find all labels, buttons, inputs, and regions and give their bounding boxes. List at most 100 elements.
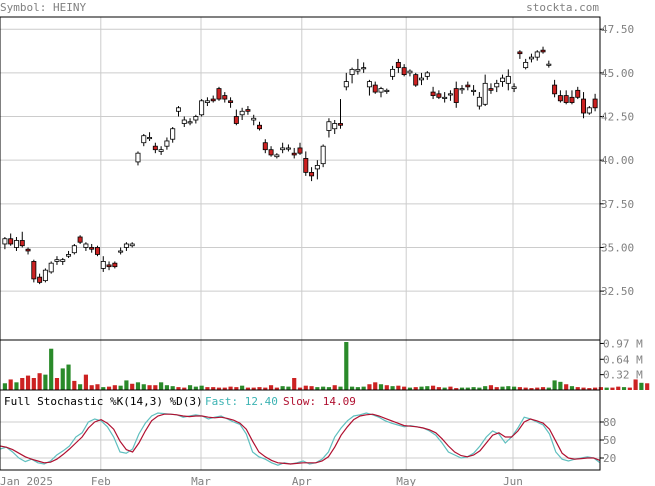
candle-body	[129, 243, 135, 247]
candle-body	[262, 142, 268, 151]
volume-bar	[60, 368, 65, 390]
volume-bar	[396, 385, 401, 390]
candle-body	[581, 98, 587, 114]
volume-bar	[506, 386, 511, 390]
candle-body	[210, 98, 216, 102]
candle-body	[164, 140, 170, 147]
candle-body	[187, 121, 193, 124]
candle-body	[71, 245, 77, 254]
volume-bar	[147, 385, 152, 390]
volume-bar	[552, 380, 557, 390]
volume-bar	[349, 386, 355, 390]
volume-bar	[118, 385, 123, 390]
candle-body	[193, 116, 199, 121]
candle-body	[268, 149, 274, 156]
candle-body	[320, 145, 326, 165]
candle-body	[48, 262, 54, 273]
candle-body	[552, 84, 558, 95]
price-tick-label: 40.00	[601, 154, 634, 167]
volume-bar	[315, 387, 320, 390]
volume-bar	[355, 387, 360, 390]
candle-body	[517, 51, 523, 55]
volume-bar	[442, 387, 447, 390]
volume-bar	[112, 385, 117, 390]
volume-bars	[2, 342, 650, 390]
volume-bar	[367, 384, 372, 390]
candle-body	[355, 68, 361, 72]
candle-body	[280, 147, 286, 151]
price-tick-label: 37.50	[601, 198, 634, 211]
volume-bar	[72, 380, 77, 390]
volume-bar	[251, 387, 256, 390]
volume-bar	[187, 385, 193, 390]
volume-bar	[326, 387, 332, 390]
volume-tick-label: 0.97 M	[603, 337, 643, 350]
candle-body	[54, 259, 60, 262]
candle-body	[378, 88, 384, 93]
volume-bar	[66, 364, 71, 390]
volume-bar	[106, 386, 112, 390]
volume-bar	[182, 387, 187, 390]
volume-bar	[309, 386, 314, 390]
candle-body	[407, 70, 413, 74]
volume-bar	[436, 387, 441, 390]
volume-bar	[471, 387, 476, 390]
candle-body	[89, 247, 95, 250]
volume-bar	[477, 387, 482, 390]
candle-body	[8, 238, 14, 245]
stochastic-panel-border	[0, 389, 601, 471]
candle-body	[442, 96, 448, 99]
volume-bar	[54, 378, 60, 390]
volume-bar	[645, 383, 650, 390]
volume-bar	[8, 379, 13, 390]
candle-body	[19, 240, 25, 247]
volume-bar	[216, 387, 222, 390]
volume-bar	[49, 348, 54, 390]
volume-bar	[459, 387, 465, 390]
volume-bar	[540, 387, 546, 390]
candle-body	[233, 116, 239, 124]
volume-bar	[297, 387, 303, 390]
volume-bar	[627, 387, 632, 390]
candle-body	[465, 84, 471, 88]
volume-bar	[37, 373, 42, 390]
candle-body	[361, 67, 367, 70]
candle-body	[413, 74, 419, 86]
volume-bar	[338, 386, 343, 390]
candle-body	[366, 81, 372, 88]
candle-body	[372, 84, 378, 93]
volume-bar	[465, 387, 470, 390]
volume-bar	[20, 378, 25, 390]
candle-body	[569, 96, 575, 103]
candle-body	[557, 95, 563, 102]
candle-body	[60, 259, 66, 262]
candle-body	[31, 261, 37, 280]
candle-body	[245, 109, 251, 112]
candle-body	[494, 82, 500, 88]
candle-body	[453, 88, 459, 103]
candle-body	[100, 261, 106, 269]
volume-bar	[303, 385, 308, 390]
volume-bar	[228, 386, 233, 390]
price-tick-label: 42.50	[601, 111, 634, 124]
candle-body	[488, 88, 494, 91]
candle-body	[118, 250, 124, 253]
date-axis-labels: Jan 2025 Feb Mar Apr May Jun	[0, 475, 523, 486]
volume-bar	[587, 388, 592, 390]
candle-body	[257, 124, 262, 130]
volume-bar	[83, 374, 88, 390]
candle-body	[123, 243, 129, 248]
candle-body	[2, 238, 8, 245]
candle-body	[384, 89, 390, 92]
stochastic-lines	[0, 412, 601, 466]
candle-body	[395, 61, 401, 69]
volume-tick-label: 0.64 M	[603, 353, 643, 366]
volume-bar	[245, 387, 251, 390]
candle-body	[297, 147, 303, 154]
volume-bar	[321, 386, 326, 390]
volume-bar	[43, 374, 48, 390]
volume-bar	[621, 387, 627, 390]
candle-body	[447, 93, 453, 96]
price-tick-label: 32.50	[601, 285, 634, 298]
volume-bar	[454, 388, 459, 390]
